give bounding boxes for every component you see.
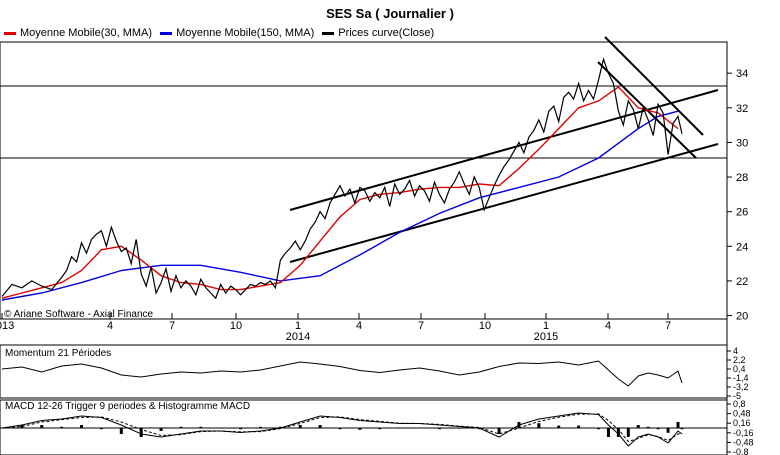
x-tick-label-10: 7: [665, 320, 671, 332]
x-tick-label-6: 7: [418, 320, 424, 332]
x-tick-label-2: 7: [169, 320, 175, 332]
momentum-tick-label-0: 4: [733, 346, 738, 356]
series-line-1: [1, 86, 679, 299]
x-tick-label-8-year: 2015: [534, 331, 558, 343]
macd-histogram-group: [20, 422, 684, 437]
macd-line: [1, 412, 683, 447]
macd-tick-label-4: -0,48: [733, 437, 754, 447]
downtrend-line-upper: [604, 36, 704, 136]
legend-swatch-prices: [322, 31, 335, 35]
macd-panel-title: MACD 12-26 Trigger 9 periodes & Histogra…: [5, 401, 251, 412]
legend-item-mma30: Moyenne Mobile(30, MMA): [4, 27, 152, 39]
momentum-tick-label-2: 0,4: [733, 364, 746, 374]
macd-trigger-line: [1, 413, 683, 443]
momentum-tick-label-1: 2,2: [733, 355, 746, 365]
x-tick-label-4: 1: [295, 320, 301, 332]
legend-label-mma30: Moyenne Mobile(30, MMA): [20, 27, 153, 39]
momentum-tick-label-3: -1,4: [733, 373, 749, 383]
x-tick-label-3: 10: [230, 320, 242, 332]
momentum-tick-label-5: -5: [733, 391, 741, 401]
price-panel-frame: [0, 41, 728, 320]
x-tick-label-5: 4: [356, 320, 362, 332]
x-tick-label-7: 10: [479, 320, 491, 332]
x-tick-label-8: 1: [543, 320, 549, 332]
macd-series-group: [1, 412, 683, 447]
lower-channel-line: [289, 143, 719, 263]
legend-item-prices: Prices curve(Close): [322, 27, 434, 39]
macd-tick-label-2: 0,16: [733, 418, 751, 428]
y-tick-label-1: 22: [736, 276, 748, 288]
x-tick-label-4-year: 2014: [286, 331, 310, 343]
y-tick-label-4: 28: [736, 172, 748, 184]
momentum-panel-frame: [0, 344, 728, 399]
price-series-group: [1, 57, 683, 301]
series-line-0: [1, 57, 683, 300]
momentum-series-group: [1, 360, 683, 387]
legend-item-mma150: Moyenne Mobile(150, MMA): [160, 27, 314, 39]
y-tick-label-2: 24: [736, 241, 748, 253]
y-tick-label-5: 30: [736, 137, 748, 149]
copyright-text: © Ariane Software - Axial Finance: [4, 309, 154, 320]
legend: Moyenne Mobile(30, MMA) Moyenne Mobile(1…: [4, 26, 442, 40]
series-line-2: [1, 110, 679, 301]
legend-swatch-mma150: [160, 31, 173, 35]
y-tick-label-6: 32: [736, 103, 748, 115]
y-tick-label-7: 34: [736, 68, 748, 80]
legend-label-mma150: Moyenne Mobile(150, MMA): [176, 27, 315, 39]
momentum-line: [1, 360, 683, 387]
macd-axis-ticks: 0,80,480,16-0,16-0,48-0,8: [727, 399, 754, 455]
x-tick-label-0: 2013: [0, 320, 14, 332]
momentum-panel-title: Momentum 21 Périodes: [5, 348, 112, 359]
legend-swatch-mma30: [4, 31, 16, 35]
macd-tick-label-1: 0,48: [733, 409, 751, 419]
y-tick-label-3: 26: [736, 207, 748, 219]
macd-tick-label-5: -0,8: [733, 447, 749, 455]
macd-tick-label-3: -0,16: [733, 428, 754, 438]
x-tick-label-1: 4: [107, 320, 113, 332]
momentum-tick-label-4: -3,2: [733, 382, 749, 392]
x-axis-ticks: 201347101201447101201547: [0, 313, 671, 343]
momentum-axis-ticks: 42,20,4-1,4-3,2-5: [727, 346, 749, 401]
x-tick-label-9: 4: [605, 320, 611, 332]
y-axis-ticks: 20 22 24 26 28 30 32 34: [727, 68, 748, 323]
y-tick-label-0: 20: [736, 311, 748, 323]
macd-tick-label-0: 0,8: [733, 399, 746, 409]
legend-label-prices: Prices curve(Close): [338, 27, 435, 39]
chart-title: SES Sa ( Journalier ): [326, 6, 454, 21]
